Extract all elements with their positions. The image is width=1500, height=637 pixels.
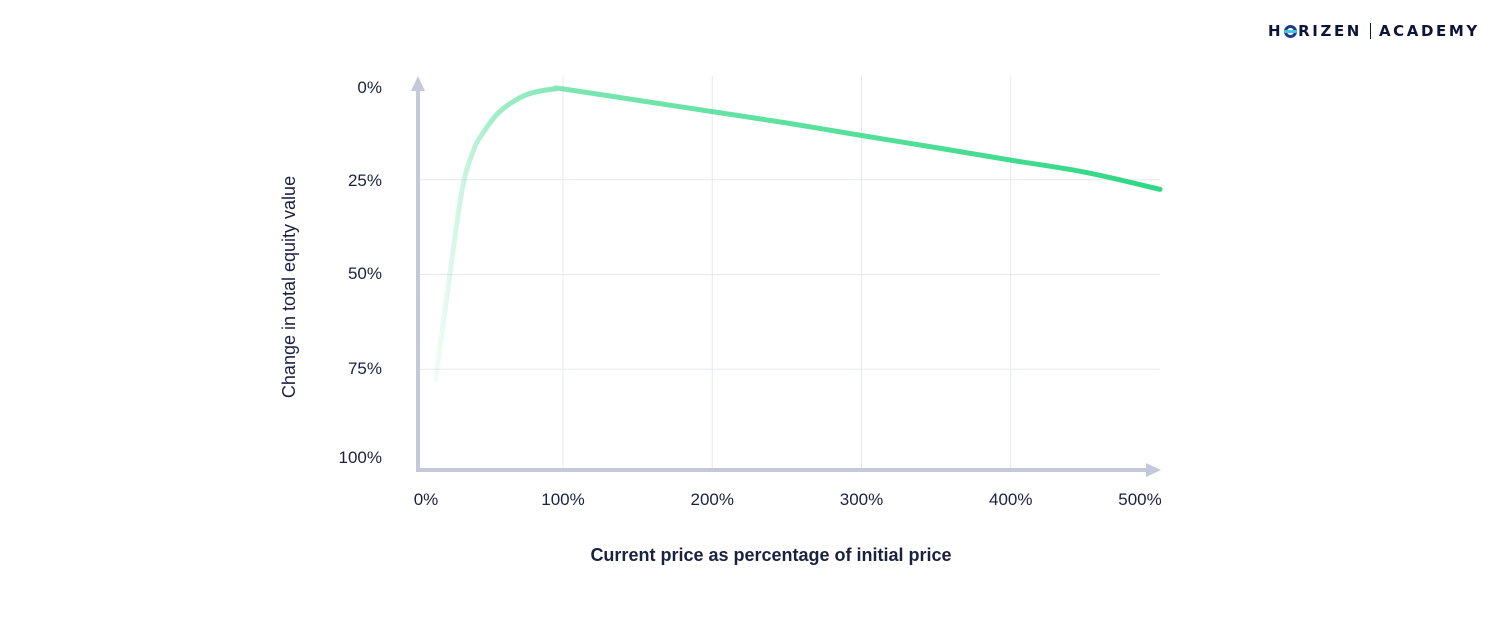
y-tick-label: 100%	[339, 448, 382, 467]
y-axis-arrow-icon	[411, 76, 425, 91]
logo-ring-icon	[1284, 24, 1298, 38]
y-axis-title: Change in total equity value	[279, 176, 299, 398]
x-tick-label: 200%	[691, 490, 734, 509]
series-line-0	[432, 85, 1163, 382]
horizen-academy-logo: H RIZEN ACADEMY	[1268, 22, 1480, 40]
y-tick-label: 0%	[357, 78, 382, 97]
series-group	[432, 85, 1163, 382]
logo-divider	[1369, 23, 1371, 39]
y-tick-label: 25%	[348, 171, 382, 190]
logo-letter-h: H	[1268, 22, 1284, 40]
logo-letters-rizen: RIZEN	[1298, 22, 1362, 40]
x-axis-arrow-icon	[1146, 463, 1161, 477]
x-tick-label: 400%	[989, 490, 1032, 509]
y-tick-label: 75%	[348, 359, 382, 378]
x-axis-title: Current price as percentage of initial p…	[590, 545, 951, 565]
x-tick-label: 0%	[414, 490, 439, 509]
x-tick-label: 300%	[840, 490, 883, 509]
axes	[411, 76, 1161, 477]
x-tick-labels: 0% 100% 200% 300% 400% 500%	[414, 490, 1162, 509]
x-tick-label: 500%	[1118, 490, 1161, 509]
logo-wordmark: H RIZEN	[1268, 22, 1362, 40]
y-tick-label: 50%	[348, 264, 382, 283]
grid-lines	[418, 76, 1160, 470]
y-tick-labels: 0% 25% 50% 75% 100%	[339, 78, 382, 467]
logo-academy-text: ACADEMY	[1378, 22, 1480, 40]
x-tick-label: 100%	[541, 490, 584, 509]
